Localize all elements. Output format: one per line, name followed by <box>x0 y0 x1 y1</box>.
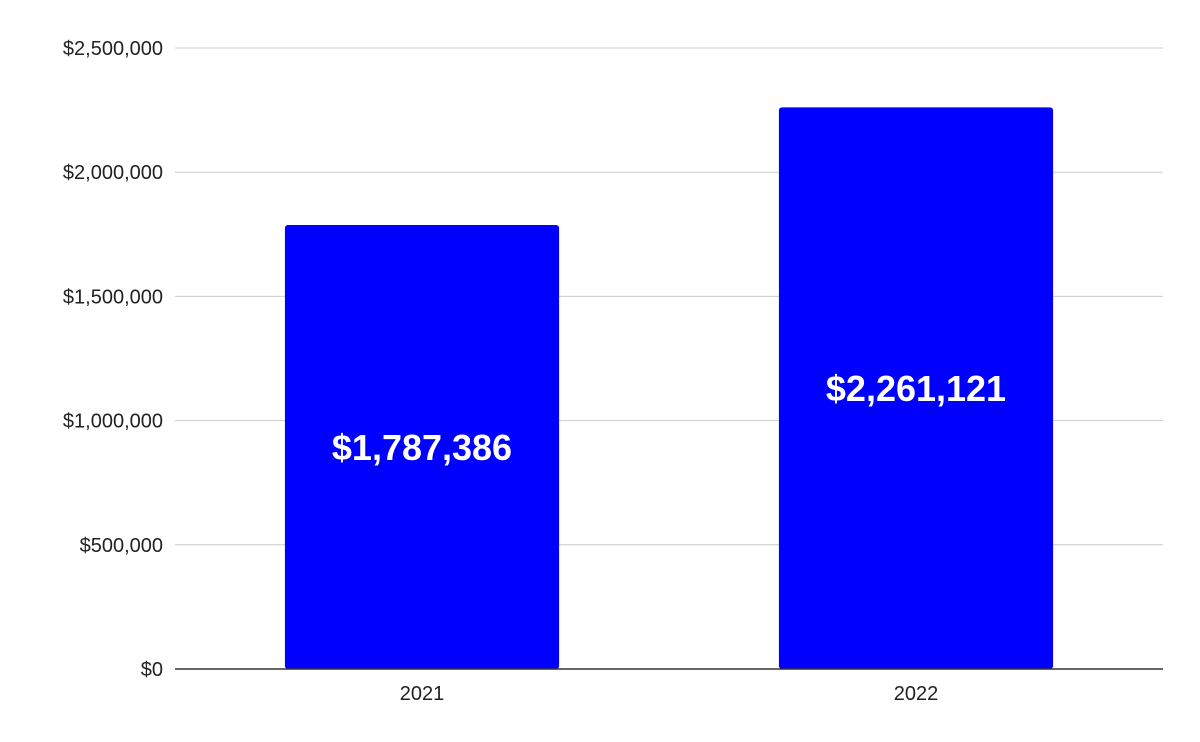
y-tick-label: $2,000,000 <box>63 162 163 184</box>
x-axis-tick-labels: 2021 2022 <box>400 683 939 705</box>
y-axis-tick-labels: $0 $500,000 $1,000,000 $1,500,000 $2,000,000… <box>63 38 163 681</box>
x-tick-label-2021: 2021 <box>400 683 445 705</box>
bar-2021 <box>284 225 560 670</box>
bars <box>284 107 1054 670</box>
data-label-2021: $1,787,386 <box>332 427 512 468</box>
data-labels: $1,787,386 $2,261,121 <box>332 368 1006 468</box>
data-label-2022: $2,261,121 <box>826 368 1006 409</box>
y-tick-label: $1,500,000 <box>63 286 163 308</box>
bar-2022 <box>778 107 1054 670</box>
y-tick-label: $500,000 <box>80 535 163 557</box>
y-tick-label: $1,000,000 <box>63 411 163 433</box>
y-tick-label: $0 <box>141 659 163 681</box>
y-tick-label: $2,500,000 <box>63 38 163 60</box>
x-tick-label-2022: 2022 <box>894 683 939 705</box>
